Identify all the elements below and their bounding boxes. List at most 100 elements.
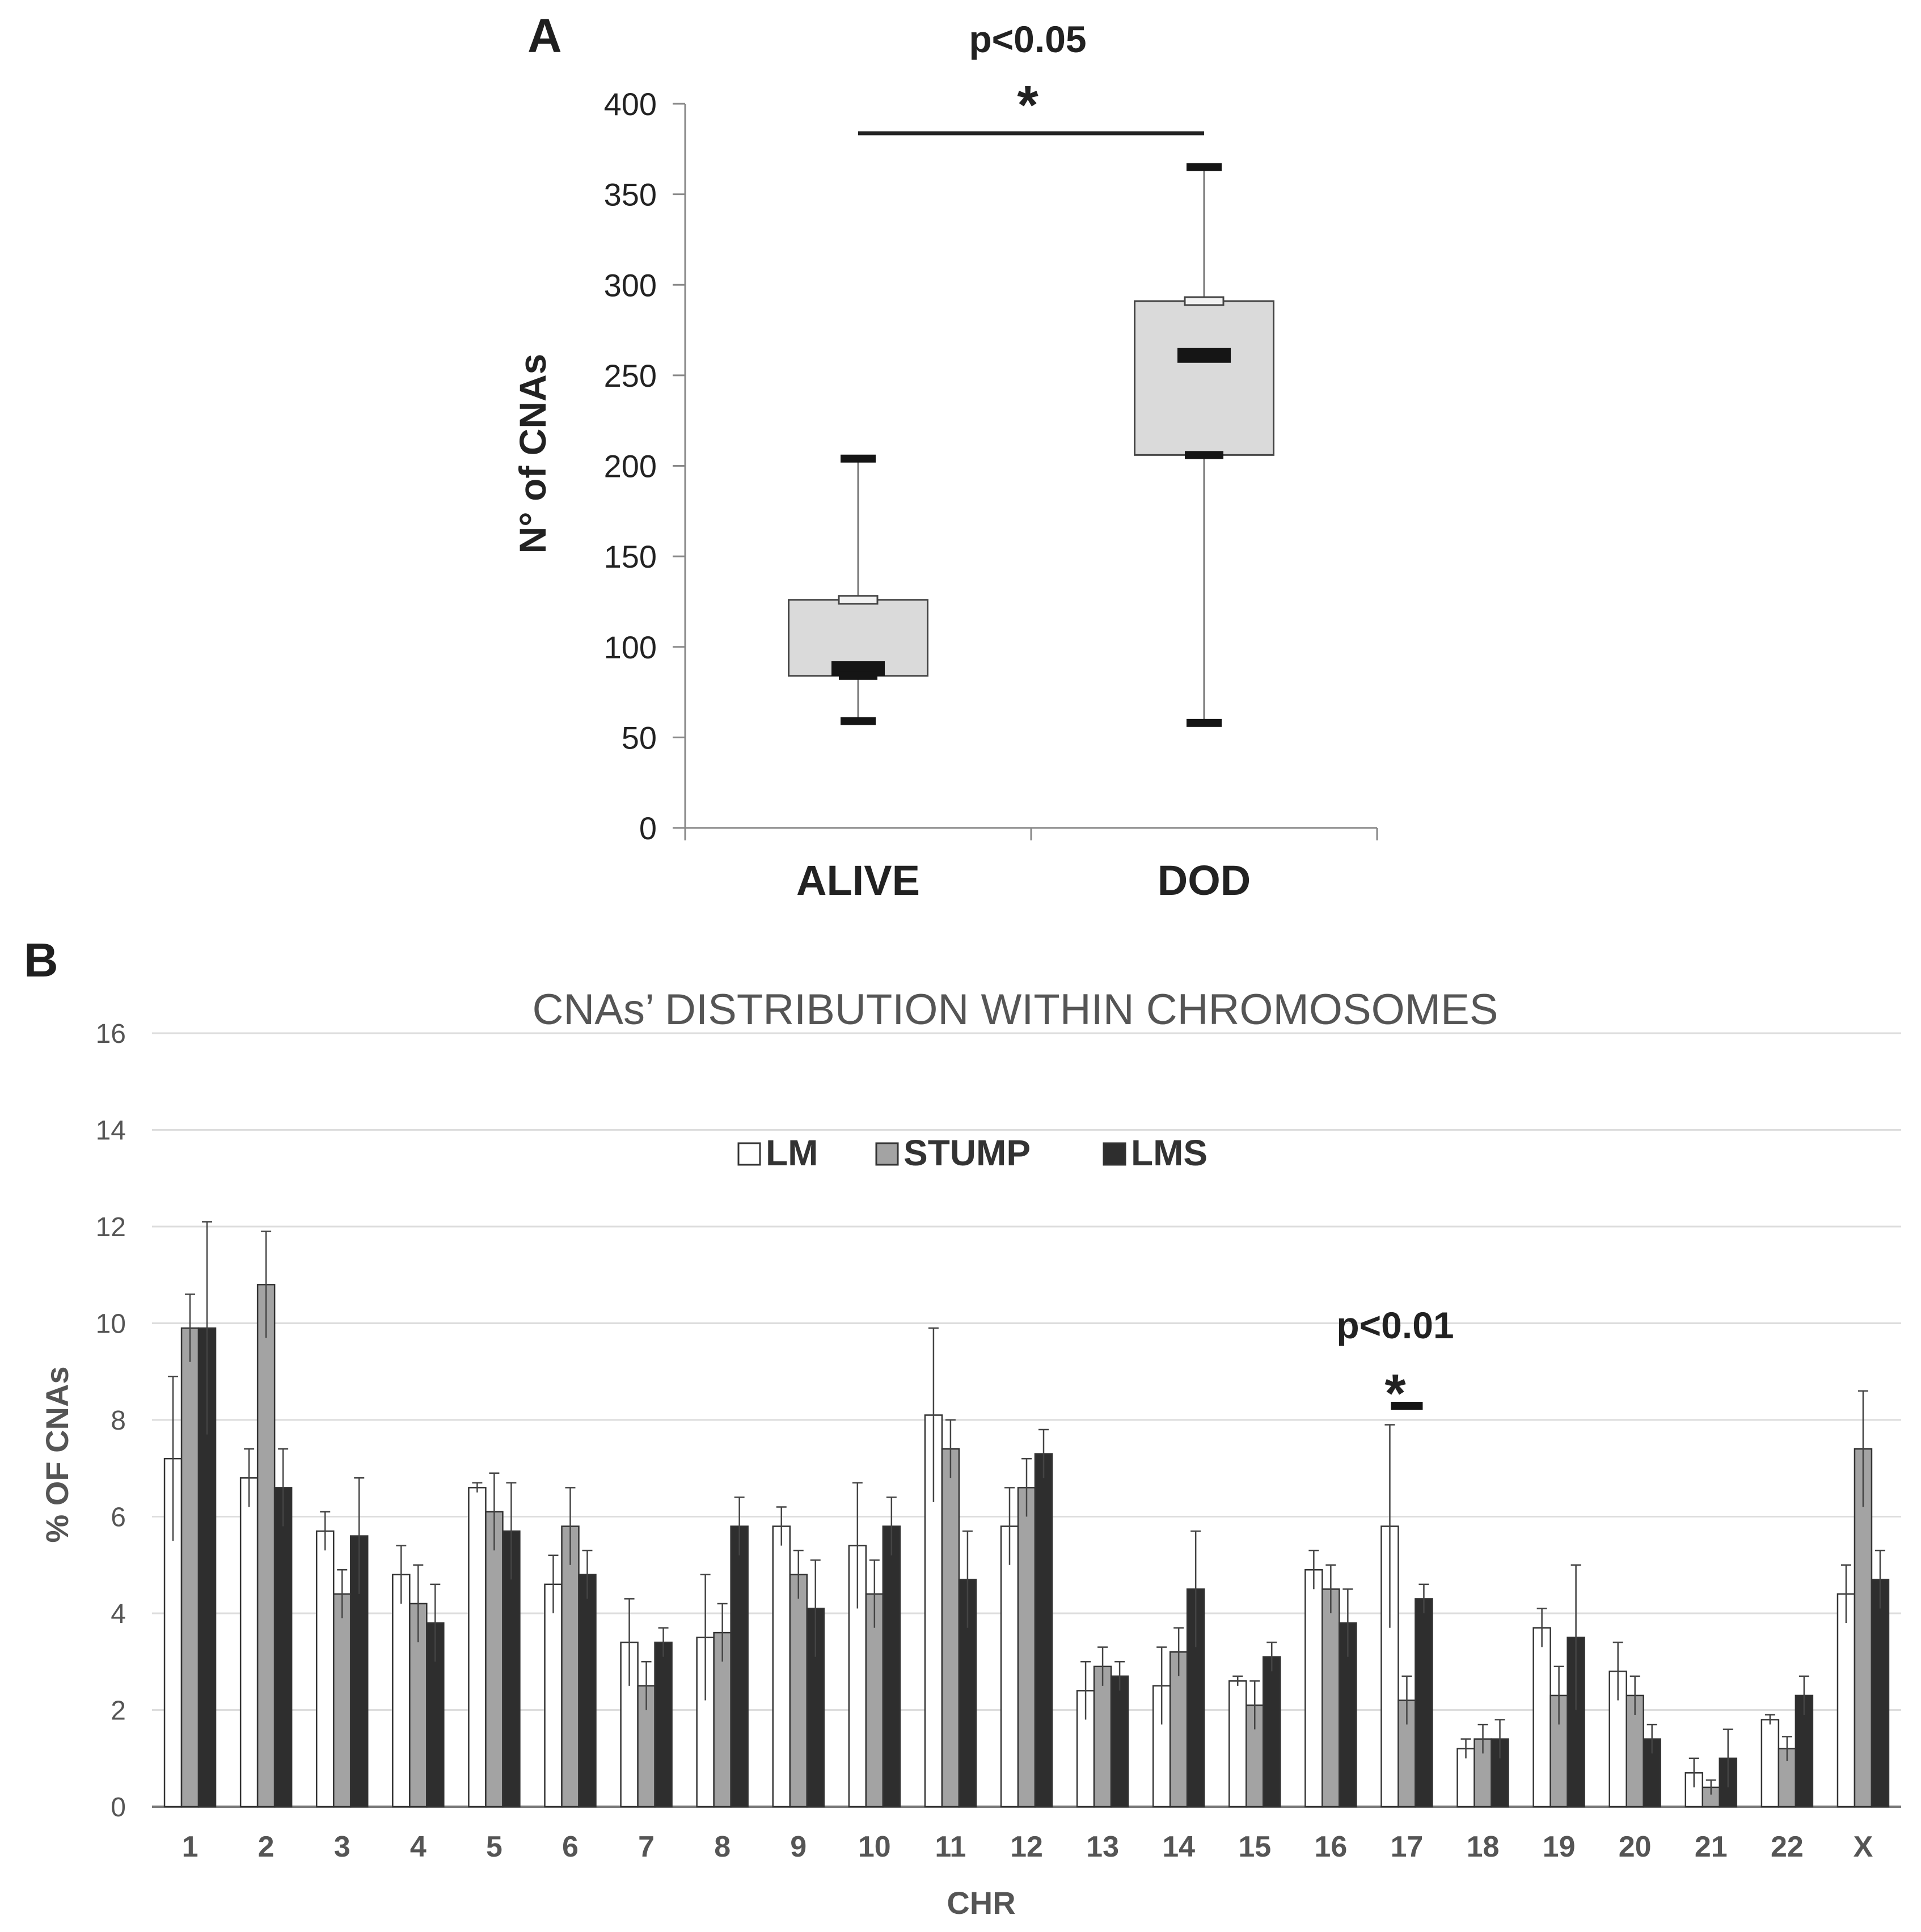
bar: [1415, 1598, 1433, 1808]
bar: [1304, 1569, 1323, 1808]
x-tick-label: 16: [1314, 1830, 1347, 1863]
bar: [1532, 1627, 1551, 1808]
bar: [654, 1641, 673, 1808]
series-lm: [163, 1327, 1856, 1808]
panel-b-marks: [163, 1221, 1890, 1808]
q3-marker: [1184, 296, 1225, 306]
bar: [1836, 1593, 1856, 1808]
x-tick-label: 8: [714, 1830, 731, 1863]
bar: [315, 1530, 335, 1808]
panel-a-y-axis-label: N° of CNAs: [512, 354, 554, 554]
max-cap: [1187, 163, 1222, 171]
y-tick-label: 6: [111, 1503, 126, 1533]
min-cap: [841, 717, 876, 725]
y-tick-label: 100: [604, 629, 657, 665]
y-tick-label: 150: [604, 539, 657, 574]
bar: [1263, 1656, 1281, 1808]
bar: [1017, 1487, 1036, 1808]
q1-marker: [839, 671, 877, 680]
bar: [332, 1593, 352, 1808]
bar: [1034, 1453, 1053, 1808]
panel-a-axes: 0 50 100 150 200 250 300 350 400 ALIVE DOD: [604, 86, 1378, 904]
y-tick-label: 50: [622, 720, 657, 755]
bar: [772, 1525, 791, 1808]
significance-bar: [1391, 1402, 1423, 1410]
panel-b-significance-star: *: [1384, 1363, 1406, 1424]
y-tick-label: 0: [639, 810, 657, 846]
bar: [1093, 1665, 1112, 1808]
box-body: [1134, 300, 1274, 456]
x-tick-label: 19: [1543, 1830, 1576, 1863]
panel-a: A 0 50 100 150 200 250 300 350 400 ALIVE DOD N° of…: [512, 9, 1378, 904]
q1-marker: [1185, 451, 1223, 459]
bar: [180, 1327, 200, 1808]
bar: [578, 1574, 597, 1808]
bar: [1110, 1675, 1129, 1808]
y-tick-label: 200: [604, 449, 657, 484]
bar: [1000, 1525, 1019, 1808]
panel-b-letter: B: [24, 933, 58, 987]
x-tick-label: 9: [790, 1830, 807, 1863]
median-marker: [1177, 348, 1231, 363]
box-dod: [1134, 163, 1274, 727]
panel-a-pvalue: p<0.05: [969, 18, 1086, 60]
x-tick-label: 22: [1771, 1830, 1804, 1863]
y-tick-label: 12: [96, 1212, 126, 1242]
x-tick-label: 20: [1619, 1830, 1652, 1863]
bar: [485, 1511, 504, 1808]
y-tick-label: 350: [604, 177, 657, 213]
bar: [1871, 1579, 1890, 1808]
y-tick-label: 8: [111, 1406, 126, 1436]
x-tick-label: 21: [1695, 1830, 1728, 1863]
bar: [256, 1284, 276, 1808]
bar: [941, 1448, 960, 1808]
x-tick-label: 2: [258, 1830, 275, 1863]
bar: [1854, 1448, 1873, 1808]
bar: [468, 1487, 487, 1808]
x-tick-label: 12: [1010, 1830, 1043, 1863]
y-tick-label: 14: [96, 1116, 126, 1146]
bar: [1228, 1680, 1247, 1808]
x-tick-label: ALIVE: [796, 857, 920, 904]
bar: [730, 1525, 749, 1808]
x-tick-label: 6: [562, 1830, 579, 1863]
bar: [561, 1525, 580, 1808]
y-tick-label: 400: [604, 86, 657, 122]
y-tick-label: 300: [604, 267, 657, 303]
panel-b-y-axis-label: % OF CNAs: [39, 1366, 75, 1542]
panel-b-pvalue: p<0.01: [1336, 1304, 1454, 1346]
bar: [273, 1487, 293, 1808]
panel-b-x-axis-label: CHR: [947, 1885, 1015, 1921]
bar: [696, 1637, 715, 1808]
bar: [1322, 1588, 1340, 1808]
bar: [544, 1583, 563, 1808]
panel-b-title: CNAs’ DISTRIBUTION WITHIN CHROMOSOMES: [533, 986, 1498, 1034]
bar: [882, 1525, 901, 1808]
legend-label-lms: LMS: [1131, 1132, 1208, 1173]
legend-label-lm: LM: [766, 1132, 818, 1173]
x-tick-label: 4: [410, 1830, 427, 1863]
bar: [239, 1477, 259, 1808]
y-tick-label: 250: [604, 358, 657, 394]
bar: [789, 1574, 808, 1808]
x-tick-label: 18: [1467, 1830, 1500, 1863]
legend-label-stump: STUMP: [903, 1132, 1031, 1173]
panel-b-legend: LM STUMP LMS: [737, 1132, 1208, 1173]
bar: [1795, 1694, 1814, 1808]
panel-a-significance-star: *: [1017, 75, 1038, 136]
x-tick-label: 7: [638, 1830, 655, 1863]
x-tick-label: 17: [1391, 1830, 1424, 1863]
x-tick-label: 15: [1238, 1830, 1271, 1863]
box-alive: [788, 454, 928, 725]
panel-b: B CNAs’ DISTRIBUTION WITHIN CHROMOSOMES …: [24, 933, 1901, 1921]
y-tick-label: 2: [111, 1696, 126, 1726]
x-tick-label: X: [1854, 1830, 1873, 1863]
panel-a-marks: [788, 131, 1274, 727]
min-cap: [1187, 718, 1222, 727]
bar: [392, 1574, 411, 1808]
q3-marker: [838, 595, 879, 605]
legend-swatch-stump: [875, 1142, 899, 1166]
max-cap: [841, 454, 876, 463]
bar: [1760, 1719, 1780, 1808]
